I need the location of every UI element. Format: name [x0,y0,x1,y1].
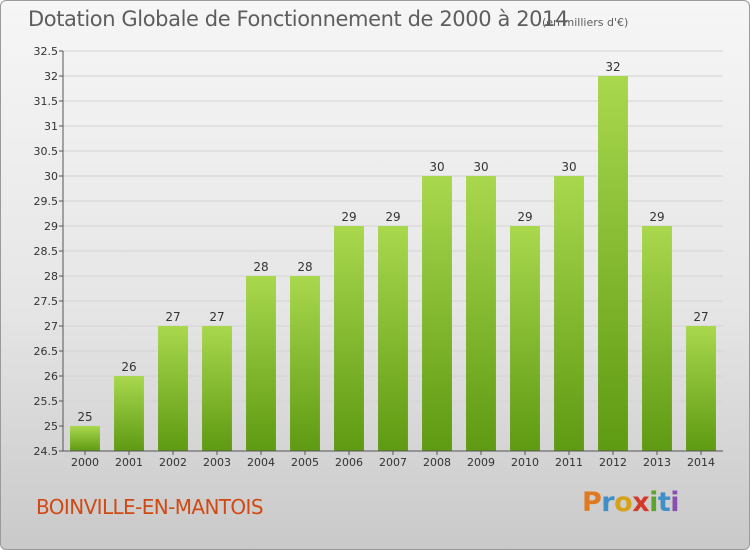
y-tick-label: 25.5 [34,395,59,408]
bar-value-label: 32 [605,60,620,74]
bar-value-label: 29 [341,210,356,224]
x-tick-label: 2002 [159,456,187,469]
logo-letter: x [632,487,650,518]
y-tick-label: 30 [44,170,58,183]
logo-letter: t [657,487,671,518]
bar-2002 [158,326,188,451]
y-tick-label: 30.5 [34,145,59,158]
bar-value-label: 29 [385,210,400,224]
chart-subtitle: (en milliers d'€) [542,16,629,29]
x-tick-label: 2014 [687,456,715,469]
axes: 24.5 25 25.5 26 26.5 27 27.5 28 28.5 29 29.5 30 30.5… [34,45,723,469]
bar-value-label: 27 [165,310,180,324]
y-tick-label: 32.5 [34,45,59,58]
x-tick-label: 2000 [71,456,99,469]
bar-value-label: 25 [77,410,92,424]
y-tick-label: 29.5 [34,195,59,208]
x-tick-label: 2003 [203,456,231,469]
logo-letter: P [582,487,602,518]
proxiti-logo: Proxiti [582,487,680,518]
logo-letter: i [649,487,658,518]
bar-2007 [378,226,408,451]
bar-2008 [422,176,452,451]
logo-letter: i [670,487,680,518]
bar-2011 [554,176,584,451]
bar-value-label: 26 [121,360,136,374]
logo-letter: r [601,487,615,518]
x-tick-label: 2004 [247,456,275,469]
bar-2000 [70,426,100,451]
bar-value-label: 30 [561,160,576,174]
y-tick-label: 31.5 [34,95,59,108]
bar-2010 [510,226,540,451]
bar-value-label: 28 [253,260,268,274]
x-tick-label: 2013 [643,456,671,469]
bar-2001 [114,376,144,451]
x-tick-label: 2009 [467,456,495,469]
x-tick-label: 2012 [599,456,627,469]
x-tick-label: 2005 [291,456,319,469]
y-tick-label: 26 [44,370,58,383]
chart-title: Dotation Globale de Fonctionnement de 20… [28,7,569,31]
x-tick-label: 2006 [335,456,363,469]
bar-2012 [598,76,628,451]
y-tick-label: 31 [44,120,58,133]
x-tick-label: 2007 [379,456,407,469]
bar-value-label: 29 [517,210,532,224]
bar-value-label: 27 [209,310,224,324]
commune-name: BOINVILLE-EN-MANTOIS [36,495,264,519]
y-tick-label: 28 [44,270,58,283]
y-tick-label: 27 [44,320,58,333]
bar-2003 [202,326,232,451]
x-tick-label: 2001 [115,456,143,469]
bar-2013 [642,226,672,451]
bar-value-label: 29 [649,210,664,224]
bar-value-label: 28 [297,260,312,274]
bars: 25 26 27 27 28 28 29 29 30 30 29 30 32 29 27 [70,60,716,451]
bar-2014 [686,326,716,451]
y-tick-label: 32 [44,70,58,83]
bar-value-label: 30 [473,160,488,174]
bar-2005 [290,276,320,451]
bar-value-label: 27 [693,310,708,324]
bar-2006 [334,226,364,451]
x-tick-label: 2008 [423,456,451,469]
bar-2004 [246,276,276,451]
y-tick-label: 29 [44,220,58,233]
y-tick-label: 27.5 [34,295,59,308]
bar-2009 [466,176,496,451]
x-tick-label: 2011 [555,456,583,469]
x-tick-label: 2010 [511,456,539,469]
y-tick-label: 24.5 [34,445,59,458]
y-tick-label: 28.5 [34,245,59,258]
logo-letter: o [614,487,633,518]
y-tick-label: 26.5 [34,345,59,358]
y-tick-label: 25 [44,420,58,433]
bar-value-label: 30 [429,160,444,174]
